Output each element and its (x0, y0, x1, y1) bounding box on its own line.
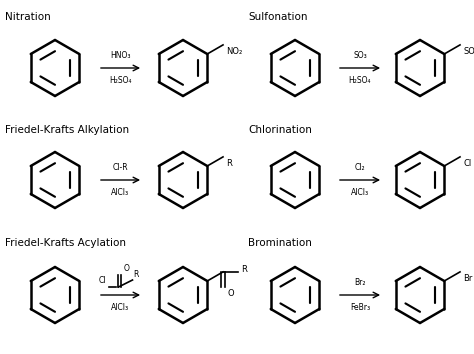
Text: H₂SO₄: H₂SO₄ (349, 76, 371, 85)
Text: Br₂: Br₂ (354, 278, 366, 287)
Text: H₂SO₄: H₂SO₄ (109, 76, 132, 85)
Text: Chlorination: Chlorination (248, 125, 312, 135)
Text: Friedel-Krafts Alkylation: Friedel-Krafts Alkylation (5, 125, 129, 135)
Text: NO₂: NO₂ (226, 47, 242, 56)
Text: Bromination: Bromination (248, 238, 312, 248)
Text: AlCl₃: AlCl₃ (111, 303, 129, 312)
Text: Cl-R: Cl-R (113, 163, 128, 172)
Text: SO₃H: SO₃H (463, 47, 474, 56)
Text: Nitration: Nitration (5, 12, 51, 22)
Text: FeBr₃: FeBr₃ (350, 303, 370, 312)
Text: Cl₂: Cl₂ (355, 163, 365, 172)
Text: O: O (227, 289, 234, 298)
Text: AlCl₃: AlCl₃ (351, 188, 369, 197)
Text: AlCl₃: AlCl₃ (111, 188, 129, 197)
Text: R: R (134, 270, 139, 279)
Text: Cl: Cl (463, 159, 471, 168)
Text: Br: Br (463, 274, 473, 283)
Text: SO₃: SO₃ (353, 51, 367, 60)
Text: Cl: Cl (99, 276, 107, 285)
Text: Sulfonation: Sulfonation (248, 12, 308, 22)
Text: R: R (226, 159, 232, 168)
Text: HNO₃: HNO₃ (110, 51, 131, 60)
Text: O: O (124, 264, 129, 273)
Text: R: R (241, 266, 247, 274)
Text: Friedel-Krafts Acylation: Friedel-Krafts Acylation (5, 238, 126, 248)
